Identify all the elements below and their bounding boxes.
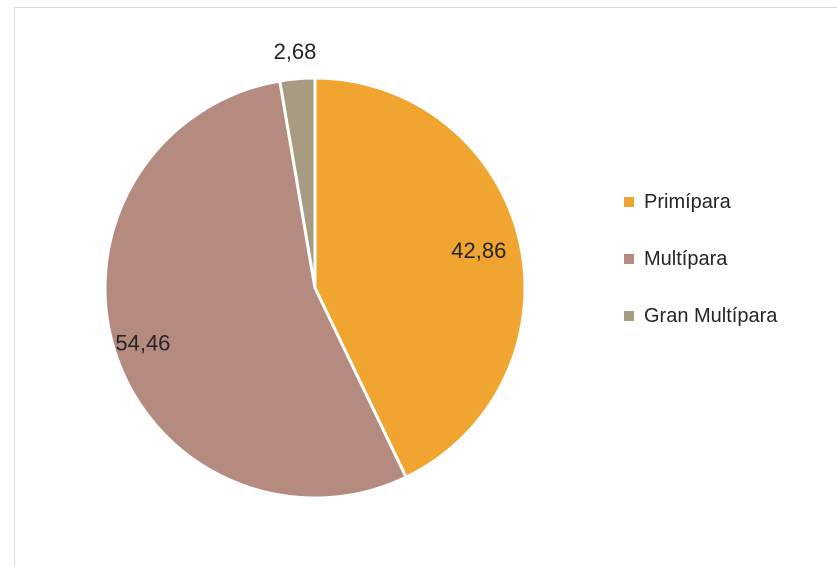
pie-data-labels: 42,86 54,46 2,68 (115, 39, 506, 355)
legend-label-multipara: Multípara (644, 247, 728, 270)
legend-item-primipara: Primípara (624, 188, 777, 216)
legend-item-multipara: Multípara (624, 245, 777, 273)
data-label-primipara: 42,86 (451, 238, 506, 263)
pie-slice-multipara (103, 79, 408, 500)
pie-slice-primipara (313, 76, 527, 479)
legend-swatch-gran-multipara (624, 311, 634, 321)
legend-label-gran-multipara: Gran Multípara (644, 304, 778, 327)
legend-swatch-multipara (624, 254, 634, 264)
legend-swatch-primipara (624, 197, 634, 207)
pie-slice-gran-multipara (278, 76, 317, 290)
legend-label-primipara: Primípara (644, 190, 731, 213)
pie-slices (103, 76, 527, 500)
data-label-gran-multipara: 2,68 (274, 39, 317, 64)
legend-item-gran-multipara: Gran Multípara (624, 302, 777, 330)
legend: Primípara Multípara Gran Multípara (624, 188, 777, 359)
data-label-multipara: 54,46 (115, 330, 170, 355)
